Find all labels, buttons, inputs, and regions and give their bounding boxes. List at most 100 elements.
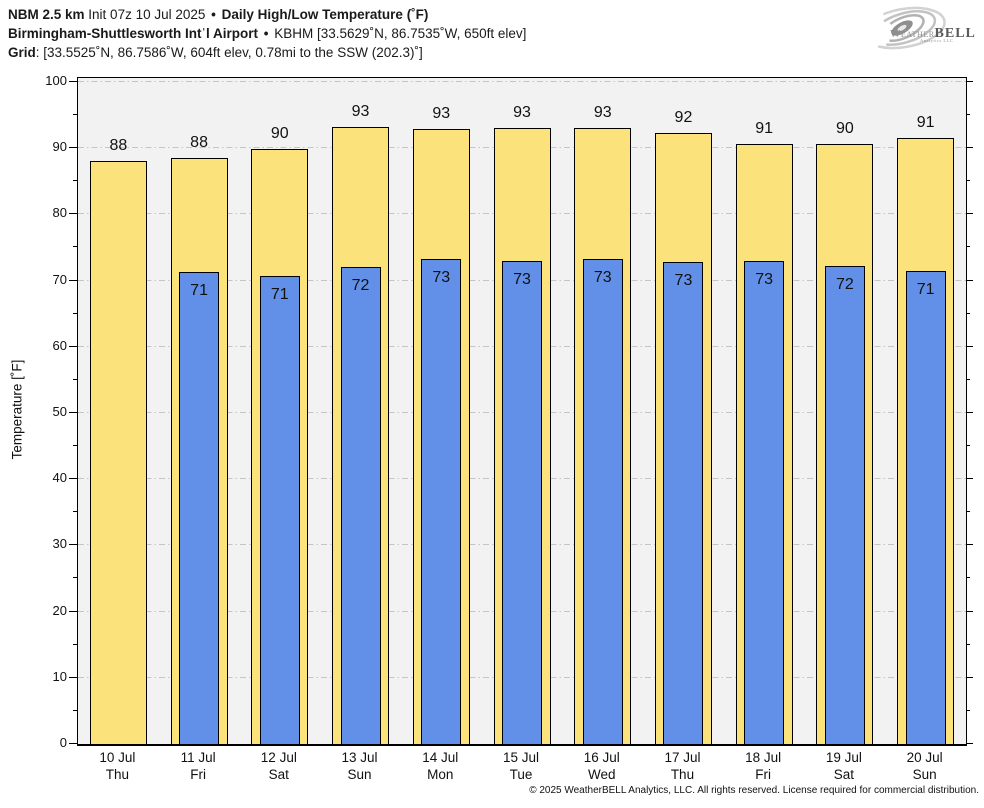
logo-wordmark: WeatherBELL	[890, 24, 976, 42]
x-label-date: 19 Jul	[825, 750, 862, 765]
copyright-footer: © 2025 WeatherBELL Analytics, LLC. All r…	[529, 785, 979, 796]
high-value-label: 93	[432, 104, 451, 122]
header-line-1: NBM 2.5 km Init 07z 10 Jul 2025 • Daily …	[8, 5, 526, 24]
y-major-tick	[966, 279, 973, 281]
y-gridline	[78, 80, 966, 82]
high-value-label: 93	[593, 104, 612, 122]
low-bar	[259, 275, 300, 744]
low-bar	[421, 259, 462, 744]
y-minor-tick	[73, 312, 77, 314]
y-minor-tick	[73, 246, 77, 248]
y-major-tick	[69, 676, 77, 678]
low-value-label: 71	[916, 281, 935, 299]
y-major-tick	[69, 610, 77, 612]
low-value-label: 71	[190, 281, 208, 299]
y-major-tick	[966, 345, 973, 347]
logo-weather-text: Weather	[890, 28, 935, 40]
x-axis-label: 18 Jul Fri	[718, 749, 808, 783]
y-minor-tick	[966, 378, 970, 380]
header-line-3: Grid: [33.5525˚N, 86.7586˚W, 604ft elev,…	[8, 43, 526, 62]
x-label-date: 11 Jul	[180, 750, 216, 765]
x-label-weekday: Sun	[347, 767, 372, 782]
low-bar	[340, 267, 381, 744]
y-major-tick	[69, 345, 77, 347]
y-minor-tick	[73, 378, 77, 380]
high-value-label: 91	[916, 114, 935, 132]
x-label-weekday: Thu	[105, 767, 129, 782]
y-minor-tick	[966, 114, 970, 116]
low-value-label: 71	[270, 285, 289, 303]
x-label-date: 16 Jul	[583, 750, 620, 765]
low-bar	[744, 260, 785, 744]
model-name: NBM 2.5 km	[8, 7, 85, 22]
y-major-tick	[966, 80, 973, 82]
x-label-weekday: Sat	[268, 767, 289, 782]
x-label-date: 18 Jul	[745, 750, 782, 765]
y-minor-tick	[966, 577, 970, 579]
y-tick-label: 100	[45, 72, 67, 88]
high-value-label: 93	[351, 103, 370, 120]
low-bar	[179, 271, 220, 744]
x-axis-label: 11 Jul Fri	[153, 749, 243, 783]
y-major-tick	[69, 743, 77, 744]
plot-area: 88 88 71 90 71 93 72 93 73 93 73 93 73 92 73 91 73 90 72 91…	[77, 77, 967, 746]
x-label-date: 17 Jul	[664, 750, 701, 765]
x-axis-label: 10 Jul Thu	[72, 749, 162, 783]
y-minor-tick	[966, 312, 970, 314]
high-value-label: 91	[755, 120, 774, 138]
y-minor-tick	[73, 643, 77, 645]
x-label-weekday: Tue	[509, 767, 533, 782]
y-tick-label: 10	[52, 668, 67, 684]
y-major-tick	[966, 213, 973, 215]
x-label-date: 15 Jul	[502, 750, 540, 765]
chart-header: NBM 2.5 km Init 07z 10 Jul 2025 • Daily …	[8, 5, 526, 62]
station-info: KBHM [33.5629˚N, 86.7535˚W, 650ft elev]	[274, 26, 527, 41]
y-major-tick	[69, 544, 77, 546]
low-value-label: 73	[513, 271, 531, 289]
header-line-2: Birmingham-Shuttlesworth Intˈl Airport •…	[8, 24, 526, 43]
low-bar	[582, 258, 623, 744]
y-major-tick	[966, 478, 973, 480]
high-value-label: 92	[674, 108, 693, 126]
y-minor-tick	[73, 114, 77, 116]
station-name: Birmingham-Shuttlesworth Intˈl Airport	[8, 26, 258, 41]
low-value-label: 73	[674, 272, 693, 290]
high-value-label: 88	[190, 134, 208, 152]
x-label-weekday: Wed	[587, 767, 616, 782]
x-axis-label: 13 Jul Sun	[315, 749, 405, 783]
low-bar	[824, 266, 865, 744]
y-tick-label: 80	[52, 205, 67, 221]
high-value-label: 90	[836, 120, 854, 138]
y-major-tick	[69, 478, 77, 480]
high-value-label: 93	[513, 103, 531, 121]
y-major-tick	[966, 147, 973, 149]
y-tick-label: 40	[52, 470, 67, 486]
weatherbell-logo: WeatherBELL Analytics LLC	[858, 2, 980, 54]
low-value-label: 72	[351, 277, 370, 295]
y-tick-label: 90	[52, 139, 67, 155]
y-minor-tick	[966, 643, 970, 645]
y-major-tick	[966, 411, 973, 413]
y-minor-tick	[966, 246, 970, 248]
y-major-tick	[69, 80, 77, 82]
y-minor-tick	[73, 577, 77, 579]
y-major-tick	[966, 544, 973, 546]
logo-bell-text: BELL	[934, 26, 976, 41]
high-value-label: 90	[270, 124, 289, 142]
x-label-weekday: Thu	[670, 767, 695, 782]
low-value-label: 72	[836, 276, 854, 294]
x-label-date: 10 Jul	[99, 750, 136, 765]
low-bar	[905, 271, 946, 744]
x-label-date: 14 Jul	[422, 750, 459, 765]
y-minor-tick	[966, 445, 970, 447]
init-time: Init 07z 10 Jul 2025	[88, 7, 206, 22]
logo-subtext: Analytics LLC	[920, 38, 954, 43]
x-axis-label: 15 Jul Tue	[476, 749, 566, 783]
y-minor-tick	[966, 511, 970, 513]
x-label-weekday: Sat	[833, 767, 855, 782]
y-axis-title: Temperature [˚F]	[9, 359, 25, 460]
y-tick-label: 50	[52, 403, 67, 419]
y-minor-tick	[73, 445, 77, 447]
y-major-tick	[69, 147, 77, 149]
bullet-separator: •	[211, 7, 216, 22]
